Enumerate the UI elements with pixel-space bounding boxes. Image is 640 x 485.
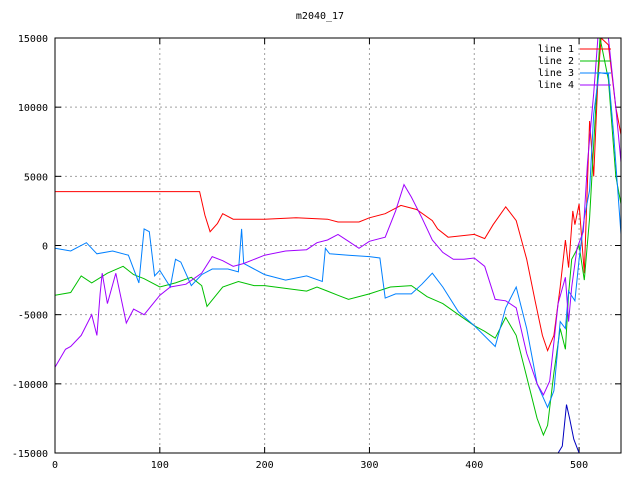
series-line-1 — [55, 38, 621, 353]
legend-label-1: line 1 — [538, 44, 574, 55]
series-line-2 — [55, 38, 621, 437]
y-tick-label: -10000 — [12, 380, 48, 391]
legend-label-4: line 4 — [538, 80, 574, 91]
x-tick-label: 400 — [465, 460, 483, 471]
chart-title: m2040_17 — [295, 11, 345, 22]
y-tick-label: 5000 — [24, 172, 48, 183]
x-tick-label: 200 — [256, 460, 274, 471]
plot-frame — [54, 37, 622, 454]
legend-label-3: line 3 — [538, 68, 574, 79]
y-tick-label: -15000 — [12, 449, 48, 460]
series-line-5 — [55, 404, 621, 453]
series-line-4 — [55, 38, 621, 396]
y-tick-label: 15000 — [18, 34, 48, 45]
x-tick-label: 500 — [570, 460, 588, 471]
x-tick-label: 300 — [360, 460, 378, 471]
y-tick-label: -5000 — [18, 311, 48, 322]
x-tick-label: 0 — [52, 460, 58, 471]
legend-label-2: line 2 — [538, 56, 574, 67]
tick-labels: 0 100 200 300 400 500 -15000 -10000 -5000 0 5000 10… — [12, 34, 588, 471]
y-tick-label: 10000 — [18, 103, 48, 114]
x-tick-label: 100 — [151, 460, 169, 471]
grid-lines — [55, 38, 621, 453]
series-line-3 — [55, 72, 621, 409]
series-lines — [55, 38, 621, 453]
y-tick-label: 0 — [42, 242, 48, 253]
